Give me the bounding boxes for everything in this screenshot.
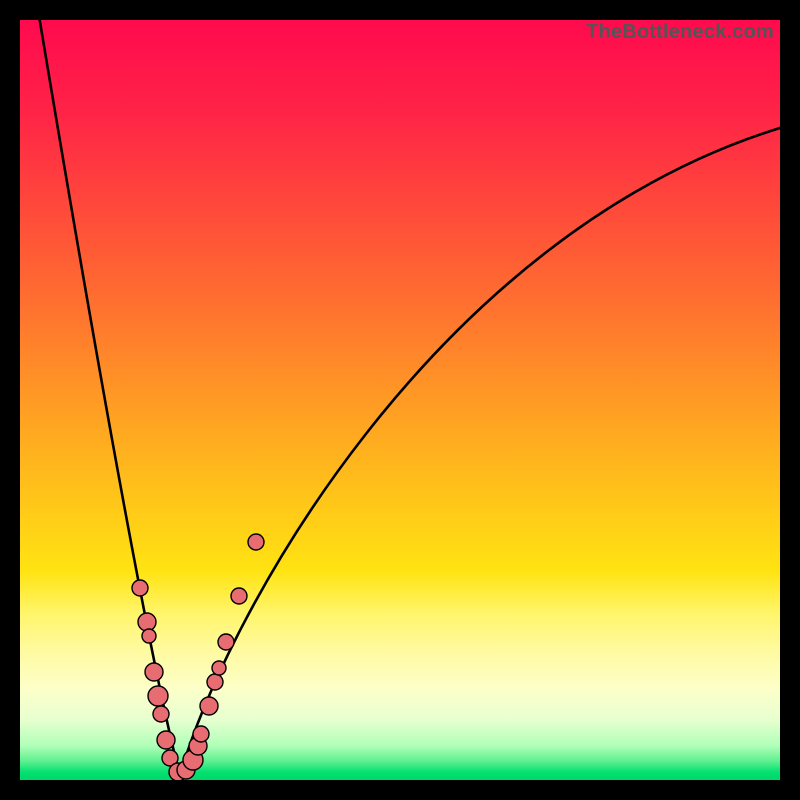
curve-marker bbox=[148, 686, 168, 706]
curve-marker bbox=[153, 706, 169, 722]
plot-svg bbox=[20, 20, 780, 780]
frame-border-bottom bbox=[0, 780, 800, 800]
bottleneck-curve bbox=[38, 20, 780, 776]
frame-border-top bbox=[0, 0, 800, 20]
chart-frame: TheBottleneck.com bbox=[0, 0, 800, 800]
plot-area: TheBottleneck.com bbox=[20, 20, 780, 780]
curve-marker bbox=[145, 663, 163, 681]
curve-marker bbox=[248, 534, 264, 550]
curve-marker bbox=[218, 634, 234, 650]
curve-marker bbox=[207, 674, 223, 690]
frame-border-left bbox=[0, 0, 20, 800]
curve-marker bbox=[157, 731, 175, 749]
curve-marker bbox=[142, 629, 156, 643]
curve-markers bbox=[132, 534, 264, 780]
curve-marker bbox=[231, 588, 247, 604]
curve-marker bbox=[193, 726, 209, 742]
curve-marker bbox=[138, 613, 156, 631]
curve-marker bbox=[212, 661, 226, 675]
frame-border-right bbox=[780, 0, 800, 800]
curve-marker bbox=[200, 697, 218, 715]
curve-marker bbox=[132, 580, 148, 596]
watermark-text: TheBottleneck.com bbox=[586, 20, 774, 44]
